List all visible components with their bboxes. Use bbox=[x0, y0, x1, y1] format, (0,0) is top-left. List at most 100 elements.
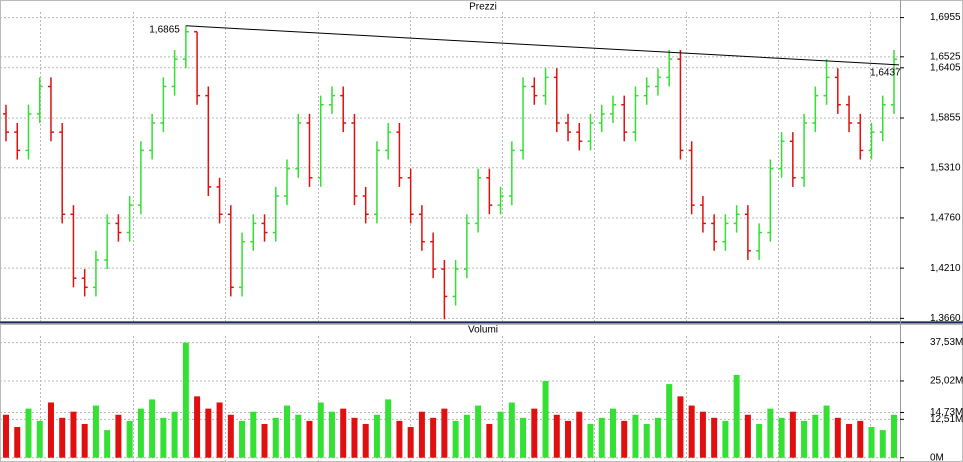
volume-bar bbox=[688, 405, 695, 458]
volume-bar bbox=[621, 420, 628, 458]
volume-bar bbox=[216, 402, 223, 458]
volume-bar bbox=[104, 430, 111, 458]
volume-bar bbox=[92, 405, 99, 458]
volume-bar bbox=[565, 420, 572, 458]
volume-bar bbox=[171, 411, 178, 458]
volume-bar bbox=[553, 414, 560, 458]
trendline-label: 1,6865 bbox=[149, 24, 180, 35]
volume-bar bbox=[227, 414, 234, 458]
volume-bar bbox=[542, 381, 549, 458]
volume-bar bbox=[587, 423, 594, 458]
volume-bar bbox=[508, 402, 515, 458]
volume-bar bbox=[463, 414, 470, 458]
volume-bar bbox=[801, 420, 808, 458]
volume-bar bbox=[194, 396, 201, 458]
volume-bar bbox=[149, 399, 156, 458]
volume-bar bbox=[373, 414, 380, 458]
y-tick-label: 1,5855 bbox=[930, 113, 961, 124]
volume-bar bbox=[520, 417, 527, 458]
volume-bar bbox=[452, 420, 459, 458]
y-tick-label: 14,73M bbox=[930, 407, 963, 418]
y-tick-label: 0M bbox=[930, 452, 944, 462]
y-tick-label: 1,5310 bbox=[930, 162, 961, 173]
volume-bar bbox=[868, 427, 875, 458]
volume-bar bbox=[340, 408, 347, 458]
volume-bar bbox=[115, 414, 122, 458]
trendline-label: 1,6437 bbox=[870, 68, 901, 79]
volume-bar bbox=[14, 427, 21, 458]
y-tick-label: 25,02M bbox=[930, 376, 963, 387]
volume-bar bbox=[632, 414, 639, 458]
volume-bar bbox=[59, 417, 66, 458]
volume-bar bbox=[846, 423, 853, 458]
volume-bar bbox=[182, 342, 189, 458]
volume-bar bbox=[812, 414, 819, 458]
volume-bar bbox=[407, 427, 414, 458]
volume-bar bbox=[744, 414, 751, 458]
volume-bar bbox=[441, 408, 448, 458]
trendline bbox=[185, 25, 900, 66]
volume-bar bbox=[891, 414, 897, 458]
volume-bar bbox=[654, 417, 661, 458]
volume-bar bbox=[430, 417, 437, 458]
volume-bar bbox=[711, 417, 718, 458]
volume-bar bbox=[70, 411, 77, 458]
price-title: Prezzi bbox=[469, 2, 497, 13]
volume-bar bbox=[137, 408, 144, 458]
volume-bar bbox=[733, 374, 740, 458]
y-tick-label: 1,4210 bbox=[930, 263, 961, 274]
volume-bar bbox=[351, 417, 358, 458]
volume-bar bbox=[609, 408, 616, 458]
volume-bar bbox=[239, 420, 246, 458]
volume-bar bbox=[3, 414, 9, 458]
y-tick-label: 1,6405 bbox=[930, 62, 961, 73]
volume-bar bbox=[497, 411, 504, 458]
volume-bar bbox=[295, 414, 302, 458]
volume-bar bbox=[722, 420, 729, 458]
y-tick-label: 1,4760 bbox=[930, 213, 961, 224]
y-tick-label: 1,6955 bbox=[930, 12, 961, 23]
volume-bar bbox=[666, 384, 673, 458]
volume-bar bbox=[598, 417, 605, 458]
volume-bar bbox=[317, 402, 324, 458]
y-tick-label: 37,53M bbox=[930, 337, 963, 348]
volume-bar bbox=[475, 405, 482, 458]
volume-bar bbox=[531, 408, 538, 458]
volume-bar bbox=[643, 423, 650, 458]
volume-bar bbox=[879, 430, 886, 458]
volume-title: Volumi bbox=[468, 325, 498, 336]
volume-bar bbox=[486, 423, 493, 458]
volume-bar bbox=[160, 417, 167, 458]
volume-bar bbox=[306, 420, 313, 458]
volume-bar bbox=[576, 411, 583, 458]
volume-bar bbox=[385, 399, 392, 458]
volume-bar bbox=[699, 411, 706, 458]
volume-bar bbox=[25, 408, 32, 458]
volume-bar bbox=[756, 423, 763, 458]
volume-bar bbox=[677, 396, 684, 458]
volume-bar bbox=[272, 417, 279, 458]
volume-bar bbox=[767, 408, 774, 458]
volume-bar bbox=[250, 411, 257, 458]
y-tick-label: 1,3660 bbox=[930, 313, 961, 324]
volume-bar bbox=[47, 402, 54, 458]
y-tick-label: 12,51M bbox=[930, 414, 963, 425]
y-tick-label: 1,6525 bbox=[930, 51, 961, 62]
volume-bar bbox=[362, 423, 369, 458]
volume-bar bbox=[789, 411, 796, 458]
volume-bar bbox=[36, 420, 43, 458]
volume-bar bbox=[328, 411, 335, 458]
volume-bar bbox=[396, 420, 403, 458]
volume-bar bbox=[778, 417, 785, 458]
volume-bar bbox=[834, 417, 841, 458]
volume-bar bbox=[857, 420, 864, 458]
volume-bar bbox=[418, 411, 425, 458]
volume-bar bbox=[823, 405, 830, 458]
volume-bar bbox=[205, 408, 212, 458]
volume-bar bbox=[126, 420, 133, 458]
volume-bar bbox=[81, 423, 88, 458]
volume-bar bbox=[261, 423, 268, 458]
volume-bar bbox=[284, 405, 291, 458]
